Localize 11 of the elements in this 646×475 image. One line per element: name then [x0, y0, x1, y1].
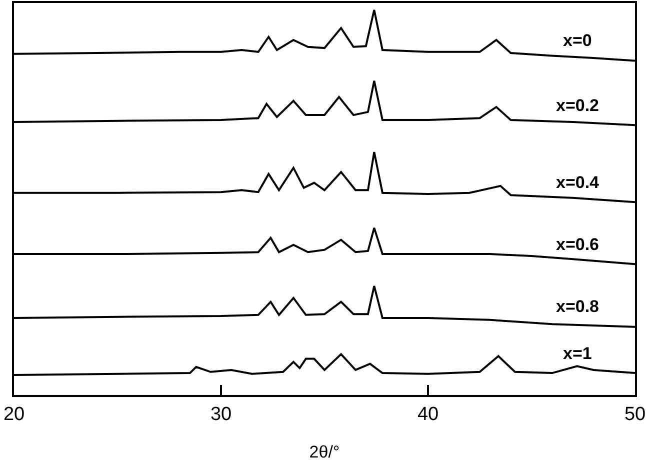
x-tick-label: 30: [210, 404, 232, 425]
series-label: x=1: [563, 344, 592, 363]
x-tick-label: 20: [3, 404, 25, 425]
x-tick-label: 40: [417, 404, 439, 425]
series-label: x=0.6: [556, 235, 600, 254]
series-label: x=0.4: [556, 173, 600, 192]
series-label: x=0.8: [556, 297, 600, 316]
x-tick-label: 50: [624, 404, 646, 425]
x-axis-title: 2θ/°: [309, 442, 340, 462]
series-label: x=0.2: [556, 96, 600, 115]
series-label: x=0: [563, 31, 592, 50]
